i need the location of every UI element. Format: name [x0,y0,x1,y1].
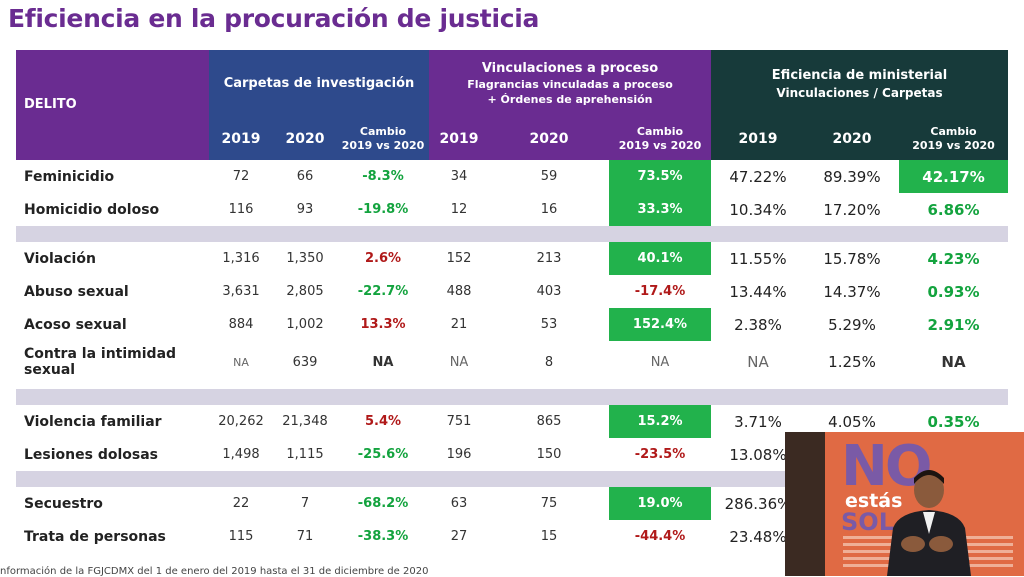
header-carpetas: Carpetas de investigación [209,50,429,118]
justice-efficiency-table: DELITO Carpetas de investigación Vincula… [16,50,1009,553]
row-separator [16,389,1009,405]
col-2020: 2020 [805,118,899,160]
col-cambio: Cambio 2019 vs 2020 [337,118,429,160]
table-row: Trata de personas 115 71 -38.3% 27 15 -4… [24,527,787,546]
col-2020: 2020 [273,118,337,160]
col-2020: 2020 [489,118,609,160]
table-row: Lesiones dolosas 1,498 1,115 -25.6% 196 … [24,445,787,464]
header-vinculaciones: Vinculaciones a proceso Flagrancias vinc… [429,50,711,118]
col-cambio: Cambio 2019 vs 2020 [609,118,711,160]
table-row: Acoso sexual 884 1,002 13.3% 21 53 152.4… [16,308,1008,341]
col-2019: 2019 [429,118,489,160]
header-eficiencia: Eficiencia de ministerial Vinculaciones … [711,50,1009,118]
table-row: Contra la intimidad sexual NA 639 NA NA 8… [24,346,966,378]
table-row: Abuso sexual 3,631 2,805 -22.7% 488 403 … [24,282,980,301]
campaign-estas-text: estás [845,490,903,512]
table-row: Homicidio doloso 116 93 -19.8% 12 16 33.… [16,193,1008,226]
video-background-panel [785,432,825,576]
table-row: Violencia familiar 20,262 21,348 5.4% 75… [16,405,1008,438]
interpreter-figure [887,470,971,576]
col-cambio: Cambio 2019 vs 2020 [899,118,1009,160]
table-row: Secuestro 22 7 -68.2% 63 75 19.0% 286.36… [16,487,1008,520]
row-separator [16,471,1009,487]
row-separator [16,226,1009,242]
header-delito: DELITO [16,50,209,160]
table-row: Feminicidio 72 66 -8.3% 34 59 73.5% 47.2… [16,160,1009,193]
source-footnote: nformación de la FGJCDMX del 1 de enero … [0,566,429,577]
sign-language-video: NO estás SOL [785,432,1024,576]
col-2019: 2019 [711,118,805,160]
page-title: Eficiencia en la procuración de justicia [8,4,540,33]
campaign-sola-text: SOL [841,508,894,536]
col-2019: 2019 [209,118,273,160]
table-row: Violación 1,316 1,350 2.6% 152 213 40.1%… [16,242,1008,275]
